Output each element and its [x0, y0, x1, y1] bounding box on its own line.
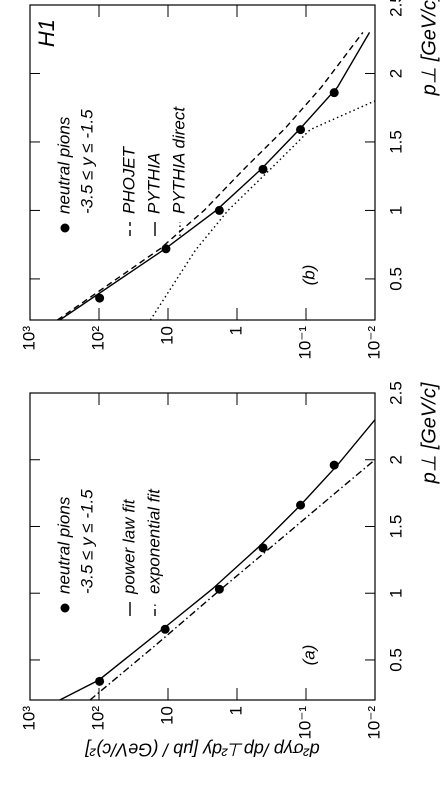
curve: [89, 459, 375, 700]
legend-label: neutral pions: [54, 496, 73, 594]
plot-area: [59, 419, 375, 700]
x-tick-label: 2.5: [386, 0, 405, 17]
x-tick-label: 0.5: [386, 267, 405, 291]
legend-label: neutral pions: [54, 116, 73, 214]
x-tick-label: 1: [386, 588, 405, 597]
data-point: [214, 205, 224, 215]
data-point: [95, 293, 105, 303]
legend-selection: -3.5 ≤ y ≤ -1.5: [77, 109, 96, 214]
legend-selection: -3.5 ≤ y ≤ -1.5: [77, 489, 96, 594]
legend-label: PYTHIA: [144, 153, 163, 214]
x-axis-title: p⊥ [GeV/c]: [418, 0, 440, 96]
x-axis-title: p⊥ [GeV/c]: [418, 382, 440, 484]
y-tick-label: 1: [226, 706, 245, 715]
x-tick-label: 0.5: [386, 648, 405, 672]
legend-marker: [60, 223, 70, 233]
x-tick-label: 1.5: [386, 515, 405, 539]
y-tick-label: 10⁻²: [364, 326, 383, 360]
data-point: [160, 624, 170, 634]
curve: [57, 31, 364, 320]
data-point: [258, 164, 268, 174]
plot-frame: [29, 392, 376, 701]
data-point: [329, 460, 339, 470]
plot-frame: [29, 4, 376, 321]
curve: [149, 100, 375, 320]
legend-label: exponential fit: [144, 488, 163, 594]
data-point: [329, 88, 339, 98]
data-point: [258, 543, 268, 553]
data-point: [214, 584, 224, 594]
x-tick-label: 2.5: [386, 381, 405, 405]
legend-label: PYTHIA direct: [169, 106, 188, 214]
data-point: [95, 676, 105, 686]
data-point: [296, 125, 306, 135]
x-tick-label: 1.5: [386, 130, 405, 154]
y-tick-label: 10: [157, 706, 176, 725]
y-tick-label: 10⁻²: [364, 706, 383, 740]
legend-label: PHOJET: [119, 145, 138, 214]
curve: [59, 419, 375, 700]
x-tick-label: 2: [386, 69, 405, 78]
rotated-plot: 0.5 1 1.5 2 2.5 10³ 10² 10 1 10⁻¹ 10⁻² p⊥ [GeV/c] d²…: [19, 0, 440, 759]
panel-label: (a): [299, 645, 318, 666]
panel-label: (b): [299, 265, 318, 286]
curve: [59, 32, 371, 320]
legend-label: power law fit: [119, 498, 138, 595]
y-tick-label: 10³: [19, 706, 38, 731]
y-tick-label: 10³: [19, 326, 38, 351]
y-axis-title: d²σγp /dp⊥²dy [μb / (GeV/c)²]: [84, 739, 319, 759]
y-tick-label: 10⁻¹: [295, 326, 314, 360]
y-tick-label: 10⁻¹: [295, 706, 314, 740]
y-tick-label: 10: [157, 326, 176, 345]
y-tick-label: 10²: [88, 326, 107, 351]
legend-marker: [60, 603, 70, 613]
y-tick-label: 10²: [88, 706, 107, 731]
x-tick-label: 2: [386, 455, 405, 464]
experiment-label: H1: [34, 19, 59, 47]
plot-area: [57, 31, 375, 320]
y-tick-label: 1: [226, 326, 245, 335]
x-tick-label: 1: [386, 206, 405, 215]
